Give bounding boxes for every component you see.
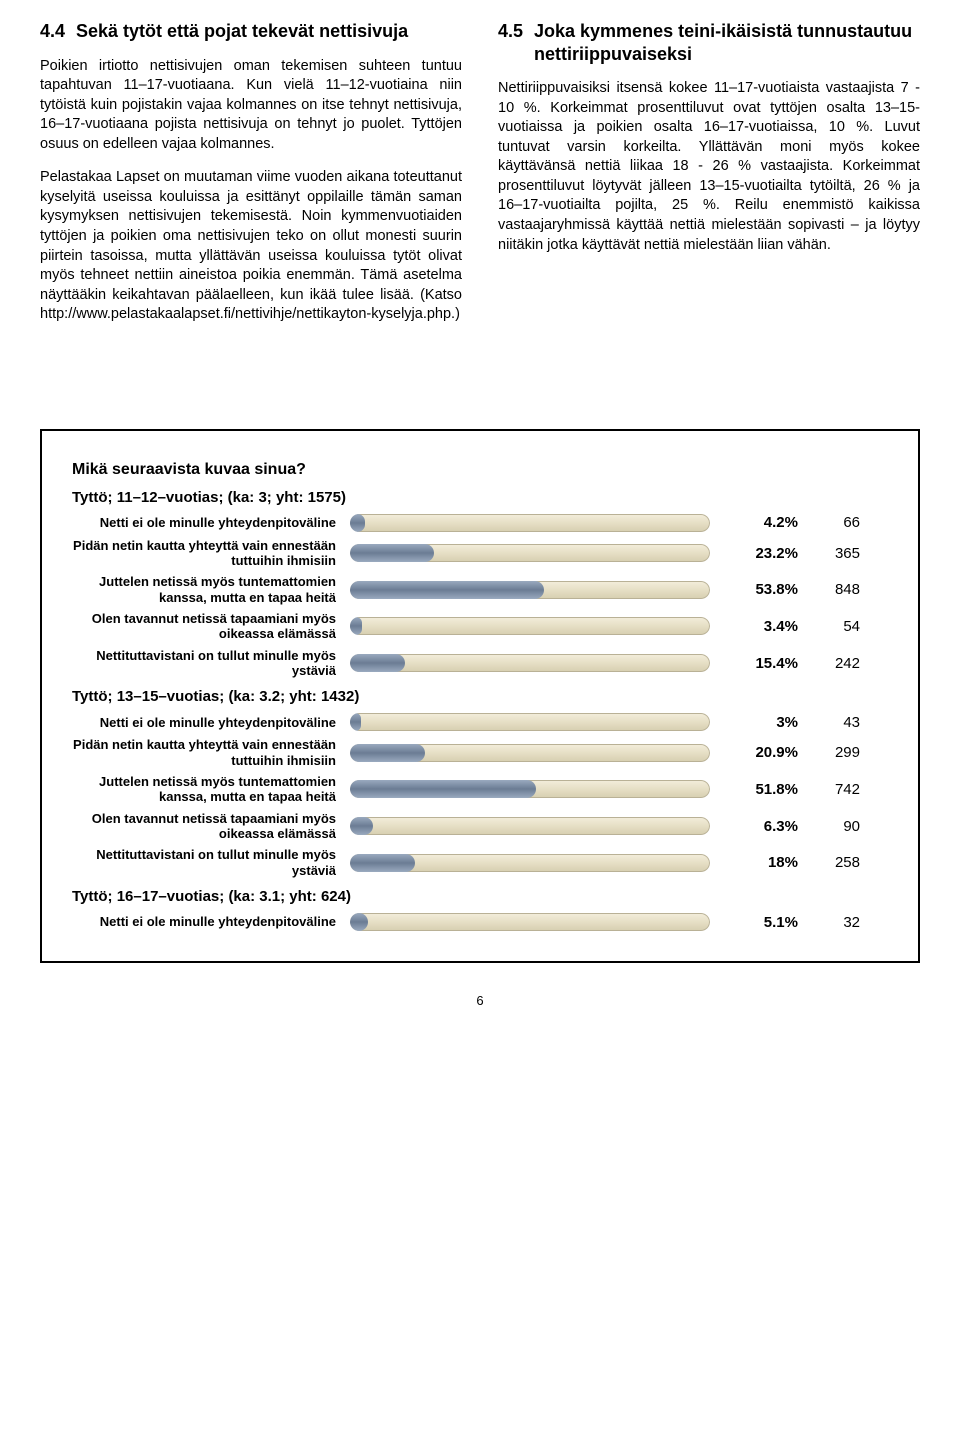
bar-fill [350,713,361,731]
count-value: 32 [806,914,860,931]
bar-track [350,544,710,562]
bar-fill [350,514,365,532]
chart-row: Olen tavannut netissä tapaamiani myös oi… [72,611,888,642]
bar-track [350,713,710,731]
bar-fill [350,744,425,762]
section-title: Sekä tytöt että pojat tekevät nettisivuj… [76,20,408,43]
bar-track [350,913,710,931]
chart-row: Netti ei ole minulle yhteydenpitoväline 4… [72,514,888,532]
section-heading-right: 4.5 Joka kymmenes teini-ikäisistä tunnus… [498,20,920,65]
count-value: 43 [806,714,860,731]
chart-row: Netti ei ole minulle yhteydenpitoväline 3… [72,713,888,731]
bar-track [350,780,710,798]
bar-track [350,581,710,599]
percent-value: 15.4% [718,655,798,672]
bar-background [350,913,710,931]
chart-title: Mikä seuraavista kuvaa sinua? [72,461,888,479]
article-columns: 4.4 Sekä tytöt että pojat tekevät nettis… [40,20,920,339]
percent-value: 18% [718,854,798,871]
chart-row: Nettituttavistani on tullut minulle myös… [72,847,888,878]
percent-value: 6.3% [718,818,798,835]
section-number: 4.5 [498,21,534,42]
row-label: Netti ei ole minulle yhteydenpitoväline [72,914,342,929]
row-label: Nettituttavistani on tullut minulle myös… [72,847,342,878]
count-value: 299 [806,744,860,761]
section-number: 4.4 [40,21,76,42]
percent-value: 51.8% [718,781,798,798]
left-column: 4.4 Sekä tytöt että pojat tekevät nettis… [40,20,462,339]
row-label: Netti ei ole minulle yhteydenpitoväline [72,515,342,530]
percent-value: 53.8% [718,581,798,598]
count-value: 365 [806,545,860,562]
bar-background [350,514,710,532]
bar-fill [350,581,544,599]
bar-track [350,854,710,872]
chart-row: Juttelen netissä myös tuntemattomien kan… [72,574,888,605]
chart-row: Netti ei ole minulle yhteydenpitoväline 5… [72,913,888,931]
bar-fill [350,617,362,635]
group-title: Tyttö; 13–15–vuotias; (ka: 3.2; yht: 143… [72,688,888,705]
section-heading-left: 4.4 Sekä tytöt että pojat tekevät nettis… [40,20,462,43]
row-label: Nettituttavistani on tullut minulle myös… [72,648,342,679]
left-body: Poikien irtiotto nettisivujen oman tekem… [40,57,462,325]
percent-value: 3% [718,714,798,731]
count-value: 258 [806,854,860,871]
percent-value: 5.1% [718,914,798,931]
paragraph: Poikien irtiotto nettisivujen oman tekem… [40,57,462,155]
row-label: Pidän netin kautta yhteyttä vain ennestä… [72,737,342,768]
row-label: Olen tavannut netissä tapaamiani myös oi… [72,611,342,642]
bar-background [350,617,710,635]
bar-fill [350,854,415,872]
right-column: 4.5 Joka kymmenes teini-ikäisistä tunnus… [498,20,920,339]
survey-chart: Mikä seuraavista kuvaa sinua? Tyttö; 11–… [40,429,920,963]
bar-background [350,713,710,731]
row-label: Juttelen netissä myös tuntemattomien kan… [72,574,342,605]
chart-row: Juttelen netissä myös tuntemattomien kan… [72,774,888,805]
chart-groups: Tyttö; 11–12–vuotias; (ka: 3; yht: 1575)… [72,489,888,931]
row-label: Juttelen netissä myös tuntemattomien kan… [72,774,342,805]
right-body: Nettiriippuvaisiksi itsensä kokee 11–17-… [498,79,920,255]
bar-fill [350,544,434,562]
chart-row: Pidän netin kautta yhteyttä vain ennestä… [72,737,888,768]
bar-track [350,817,710,835]
row-label: Olen tavannut netissä tapaamiani myös oi… [72,811,342,842]
bar-track [350,514,710,532]
group-title: Tyttö; 11–12–vuotias; (ka: 3; yht: 1575) [72,489,888,506]
percent-value: 20.9% [718,744,798,761]
count-value: 90 [806,818,860,835]
chart-row: Pidän netin kautta yhteyttä vain ennestä… [72,538,888,569]
row-label: Netti ei ole minulle yhteydenpitoväline [72,715,342,730]
bar-track [350,617,710,635]
bar-fill [350,654,405,672]
bar-background [350,817,710,835]
percent-value: 4.2% [718,514,798,531]
bar-track [350,744,710,762]
row-label: Pidän netin kautta yhteyttä vain ennestä… [72,538,342,569]
count-value: 848 [806,581,860,598]
chart-row: Nettituttavistani on tullut minulle myös… [72,648,888,679]
count-value: 242 [806,655,860,672]
bar-track [350,654,710,672]
section-title: Joka kymmenes teini-ikäisistä tunnustaut… [534,20,920,65]
paragraph: Pelastakaa Lapset on muutaman viime vuod… [40,168,462,325]
count-value: 742 [806,781,860,798]
paragraph: Nettiriippuvaisiksi itsensä kokee 11–17-… [498,79,920,255]
percent-value: 23.2% [718,545,798,562]
count-value: 66 [806,514,860,531]
percent-value: 3.4% [718,618,798,635]
group-title: Tyttö; 16–17–vuotias; (ka: 3.1; yht: 624… [72,888,888,905]
count-value: 54 [806,618,860,635]
chart-row: Olen tavannut netissä tapaamiani myös oi… [72,811,888,842]
bar-fill [350,780,536,798]
bar-fill [350,817,373,835]
page-number: 6 [40,993,920,1008]
